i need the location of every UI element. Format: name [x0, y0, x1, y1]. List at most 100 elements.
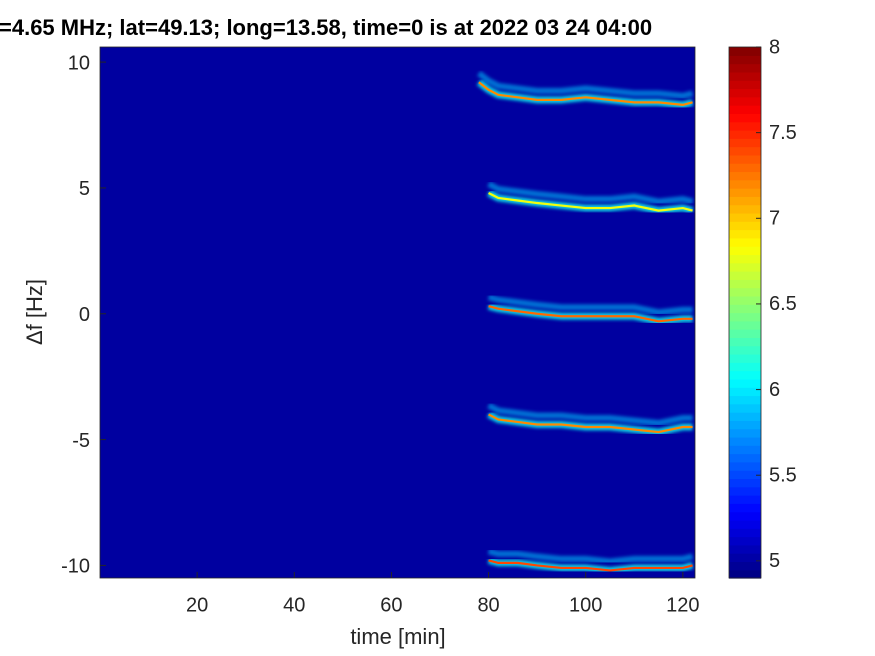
colorbar-cell: [729, 262, 761, 272]
colorbar-cell: [729, 353, 761, 363]
colorbar-cell: [729, 569, 761, 579]
axes-frame: [99, 46, 696, 579]
colorbar-cell: [729, 80, 761, 90]
colorbar-cell: [729, 47, 761, 56]
colorbar-cell: [729, 254, 761, 264]
colorbar-cell: [729, 461, 761, 471]
colorbar-cell: [729, 519, 761, 529]
trace: [488, 559, 693, 572]
colorbar-cell: [729, 121, 761, 131]
colorbar-cell: [729, 146, 761, 156]
y-axis-label: Δf [Hz]: [22, 279, 47, 345]
colorbar-cell: [729, 154, 761, 164]
colorbar-cell: [729, 71, 761, 81]
colorbar-cell: [729, 113, 761, 123]
colorbar-cell: [729, 188, 761, 197]
chart-title: =4.65 MHz; lat=49.13; long=13.58, time=0…: [0, 15, 652, 40]
colorbar-cell: [729, 279, 761, 289]
colorbar-cell: [729, 370, 761, 380]
trace-halo: [477, 70, 694, 99]
colorbar-cell: [729, 237, 761, 247]
colorbar-cell: [729, 436, 761, 446]
colorbar-cell: [729, 345, 761, 355]
colorbar-tick-label: 6.5: [769, 293, 797, 315]
colorbar-cell: [729, 495, 761, 504]
colorbar-cell: [729, 428, 761, 438]
trace-halo: [487, 294, 693, 316]
colorbar-tick-label: 7: [769, 208, 780, 230]
colorbar-cell: [729, 486, 761, 496]
x-tick-label: 100: [569, 594, 602, 616]
trace: [478, 81, 693, 106]
colorbar-frame: [728, 46, 762, 579]
colorbar-cell: [729, 337, 761, 347]
colorbar-cell: [729, 295, 761, 305]
colorbar-cell: [729, 196, 761, 206]
colorbar-cell: [729, 561, 761, 571]
trace: [488, 305, 693, 323]
colorbar-cell: [729, 105, 761, 114]
colorbar-cell: [729, 138, 761, 148]
colorbar-cell: [729, 88, 761, 98]
colorbar-cell: [729, 63, 761, 73]
colorbar-cell: [729, 129, 761, 139]
x-tick-label: 40: [283, 594, 305, 616]
colorbar-cell: [729, 55, 761, 65]
y-tick-label: 5: [79, 178, 90, 200]
spectrogram-background: [100, 47, 695, 578]
colorbar-cell: [729, 511, 761, 521]
colorbar-tick-label: 5.5: [769, 465, 797, 487]
colorbar-tick-label: 7.5: [769, 122, 797, 144]
y-tick-label: -10: [61, 556, 90, 578]
colorbar-cell: [729, 453, 761, 463]
colorbar-cell: [729, 204, 761, 214]
colorbar-cell: [729, 420, 761, 430]
colorbar-cell: [729, 320, 761, 330]
colorbar-cell: [729, 445, 761, 455]
x-tick-label: 120: [666, 594, 699, 616]
colorbar-cell: [729, 478, 761, 488]
colorbar-cell: [729, 544, 761, 554]
colorbar-cell: [729, 403, 761, 413]
colorbar-cell: [729, 395, 761, 405]
colorbar-cell: [729, 362, 761, 372]
colorbar-cell: [729, 378, 761, 388]
trace-halo: [487, 402, 693, 427]
x-tick-label: 20: [186, 594, 208, 616]
colorbar-cell: [729, 387, 761, 397]
plot-area: [100, 47, 695, 578]
colorbar-cell: [729, 536, 761, 546]
x-axis-label: time [min]: [350, 624, 445, 649]
colorbar-cell: [729, 304, 761, 314]
y-tick-label: 10: [68, 52, 90, 74]
y-tick-label: 0: [79, 304, 90, 326]
colorbar-cell: [729, 470, 761, 480]
colorbar-cell: [729, 329, 761, 338]
trace: [488, 191, 693, 212]
y-tick-label: -5: [72, 430, 90, 452]
colorbar-cell: [729, 271, 761, 280]
colorbar-cell: [729, 287, 761, 297]
colorbar-tick-label: 6: [769, 379, 780, 401]
x-tick-label: 80: [477, 594, 499, 616]
colorbar-cell: [729, 221, 761, 231]
colorbar-cell: [729, 96, 761, 106]
colorbar-cell: [729, 229, 761, 239]
colorbar-cell: [729, 553, 761, 563]
colorbar-cell: [729, 412, 761, 421]
colorbar-cell: [729, 179, 761, 189]
colorbar-cell: [729, 212, 761, 222]
x-tick-label: 60: [380, 594, 402, 616]
colorbar-cell: [729, 171, 761, 181]
colorbar-cell: [729, 528, 761, 538]
colorbar-tick-label: 5: [769, 550, 780, 572]
colorbar-cell: [729, 246, 761, 256]
axes: 20 40 60 80 100 120 10 5 0 -5 -10 5 5.5 6 6.5 7 7.5 8: [61, 36, 797, 616]
trace: [488, 413, 693, 434]
colorbar-cell: [729, 163, 761, 173]
colorbar-tick-label: 8: [769, 36, 780, 58]
colorbar-cell: [729, 312, 761, 322]
trace-halo: [487, 181, 694, 205]
trace-halo: [487, 548, 694, 565]
